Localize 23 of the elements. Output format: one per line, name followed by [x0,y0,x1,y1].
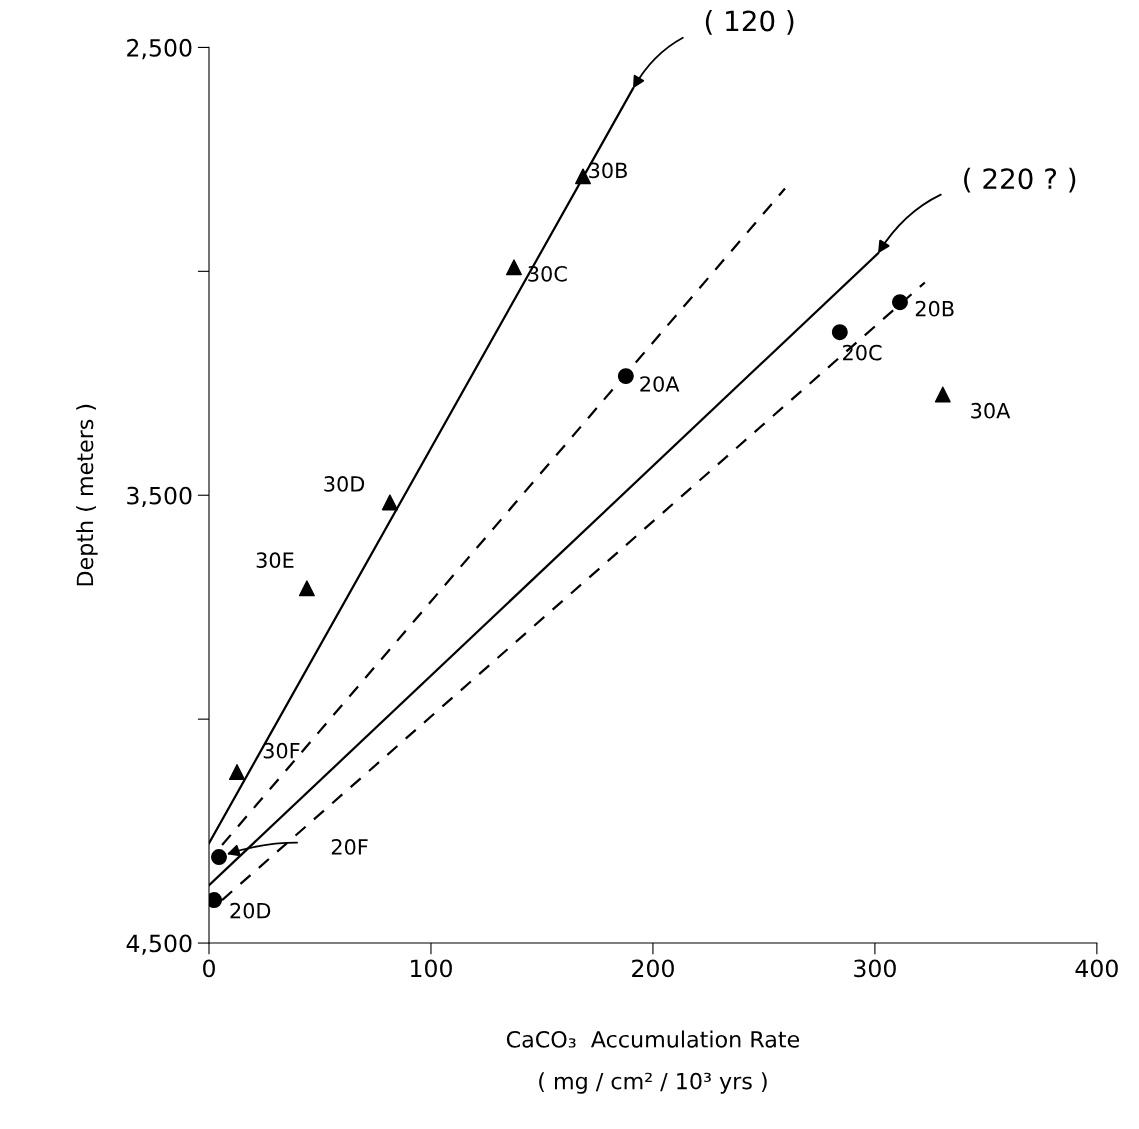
y-axis-title: Depth ( meters ) [76,404,98,586]
y-tick-label: 4,500 [126,934,192,955]
y-tick-label: 2,500 [127,38,192,60]
annotation: 20D [230,902,271,919]
x-tick-label: 200 [632,959,674,978]
x-tick-label: 300 [854,959,896,978]
x-tick-label: 0 [203,959,215,978]
annotation: 30B [589,162,627,179]
annotation: 20C [843,344,882,361]
annotation: ( 220 ? ) [964,167,1076,193]
annotation: 20B [915,300,954,317]
y-tick-label: 3,500 [127,486,192,507]
annotation: 20F [331,839,368,855]
annotation: 30A [971,402,1011,419]
x-axis-title: CaCO₃ Accumulation Rate ( mg / cm² / 10³ yrs ) [506,1030,800,1094]
annotation: 30F [263,742,300,759]
x-tick-label: 100 [411,959,452,978]
annotation: ( 120 ) [705,9,794,35]
annotation: 30E [256,552,294,569]
annotation: 30C [528,265,567,282]
annotation: 30D [324,476,365,492]
x-tick-label: 400 [1075,959,1118,978]
annotation: 20A [640,376,680,392]
